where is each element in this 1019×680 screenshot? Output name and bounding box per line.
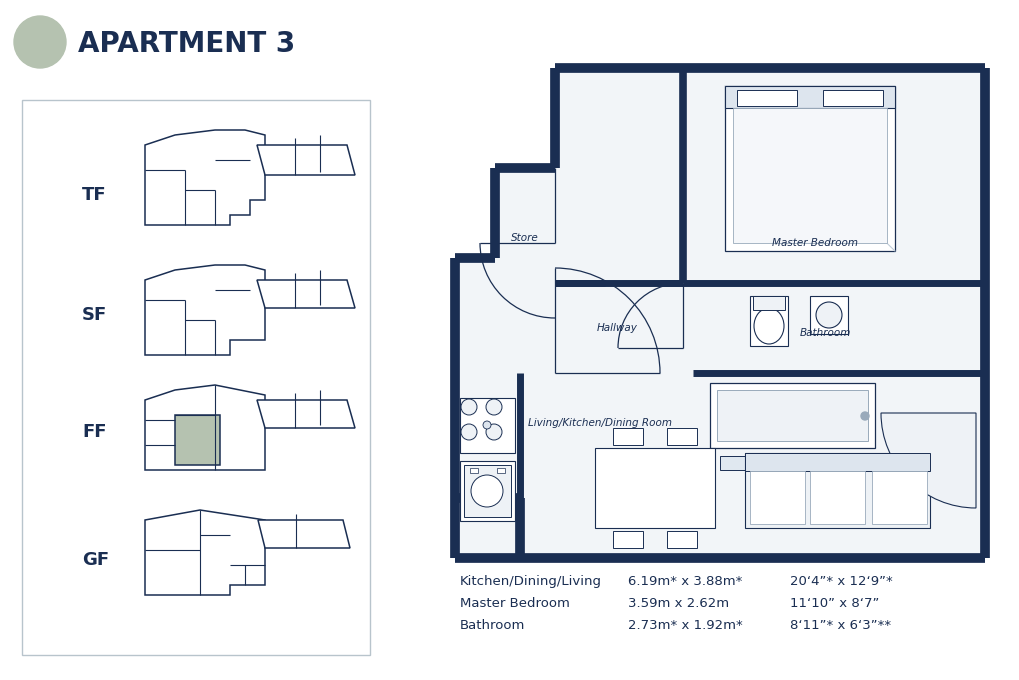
Text: 3.59m x 2.62m: 3.59m x 2.62m (628, 597, 729, 610)
Text: Hallway: Hallway (596, 323, 637, 333)
Polygon shape (145, 510, 265, 595)
Text: APARTMENT 3: APARTMENT 3 (77, 30, 294, 58)
Text: GF: GF (82, 551, 109, 569)
Polygon shape (454, 68, 984, 558)
Text: SF: SF (82, 306, 107, 324)
Bar (460, 461, 515, 521)
Bar (725, 86, 894, 251)
Bar (719, 456, 864, 470)
Bar (612, 531, 642, 548)
Bar (744, 453, 929, 528)
Bar (470, 468, 478, 473)
Bar (725, 86, 894, 108)
Circle shape (485, 424, 501, 440)
Bar (666, 428, 696, 445)
Circle shape (483, 421, 490, 429)
Bar (175, 415, 220, 465)
Circle shape (485, 399, 501, 415)
Circle shape (461, 399, 477, 415)
Bar (460, 398, 515, 453)
Circle shape (14, 16, 66, 68)
Text: Bathroom: Bathroom (799, 328, 850, 338)
Bar (752, 296, 785, 310)
Bar (744, 453, 929, 471)
Bar (809, 296, 847, 334)
Bar (809, 471, 864, 524)
Bar (22, 100, 370, 655)
Ellipse shape (753, 308, 784, 344)
Text: FF: FF (82, 423, 106, 441)
Polygon shape (258, 520, 350, 548)
Circle shape (860, 412, 868, 420)
Bar (612, 428, 642, 445)
Polygon shape (257, 280, 355, 308)
Text: Store: Store (511, 233, 538, 243)
Polygon shape (145, 265, 265, 355)
Text: 6.19m* x 3.88m*: 6.19m* x 3.88m* (628, 575, 742, 588)
Circle shape (471, 475, 502, 507)
Polygon shape (145, 130, 265, 225)
Bar (822, 90, 882, 106)
Bar (737, 90, 796, 106)
Bar (464, 465, 511, 517)
Bar (594, 448, 714, 528)
Polygon shape (257, 400, 355, 428)
Bar (709, 383, 874, 448)
Circle shape (461, 424, 477, 440)
Text: Master Bedroom: Master Bedroom (771, 238, 857, 248)
Polygon shape (145, 385, 265, 470)
Bar (716, 390, 867, 441)
Text: Living/Kitchen/Dining Room: Living/Kitchen/Dining Room (528, 418, 672, 428)
Bar (749, 296, 788, 346)
Bar (496, 468, 504, 473)
Ellipse shape (815, 302, 841, 328)
Text: 2.73m* x 1.92m*: 2.73m* x 1.92m* (628, 619, 742, 632)
Bar (871, 471, 926, 524)
Text: 20‘4”* x 12‘9”*: 20‘4”* x 12‘9”* (790, 575, 892, 588)
Wedge shape (880, 413, 975, 508)
Text: Kitchen/Dining/Living: Kitchen/Dining/Living (460, 575, 601, 588)
Text: 11‘10” x 8‘7”: 11‘10” x 8‘7” (790, 597, 878, 610)
Bar (733, 108, 887, 243)
Bar (749, 471, 804, 524)
Text: 8‘11”* x 6‘3”**: 8‘11”* x 6‘3”** (790, 619, 891, 632)
Bar (666, 531, 696, 548)
Text: Bathroom: Bathroom (460, 619, 525, 632)
Text: Master Bedroom: Master Bedroom (460, 597, 570, 610)
Text: TF: TF (82, 186, 107, 204)
Polygon shape (257, 145, 355, 175)
